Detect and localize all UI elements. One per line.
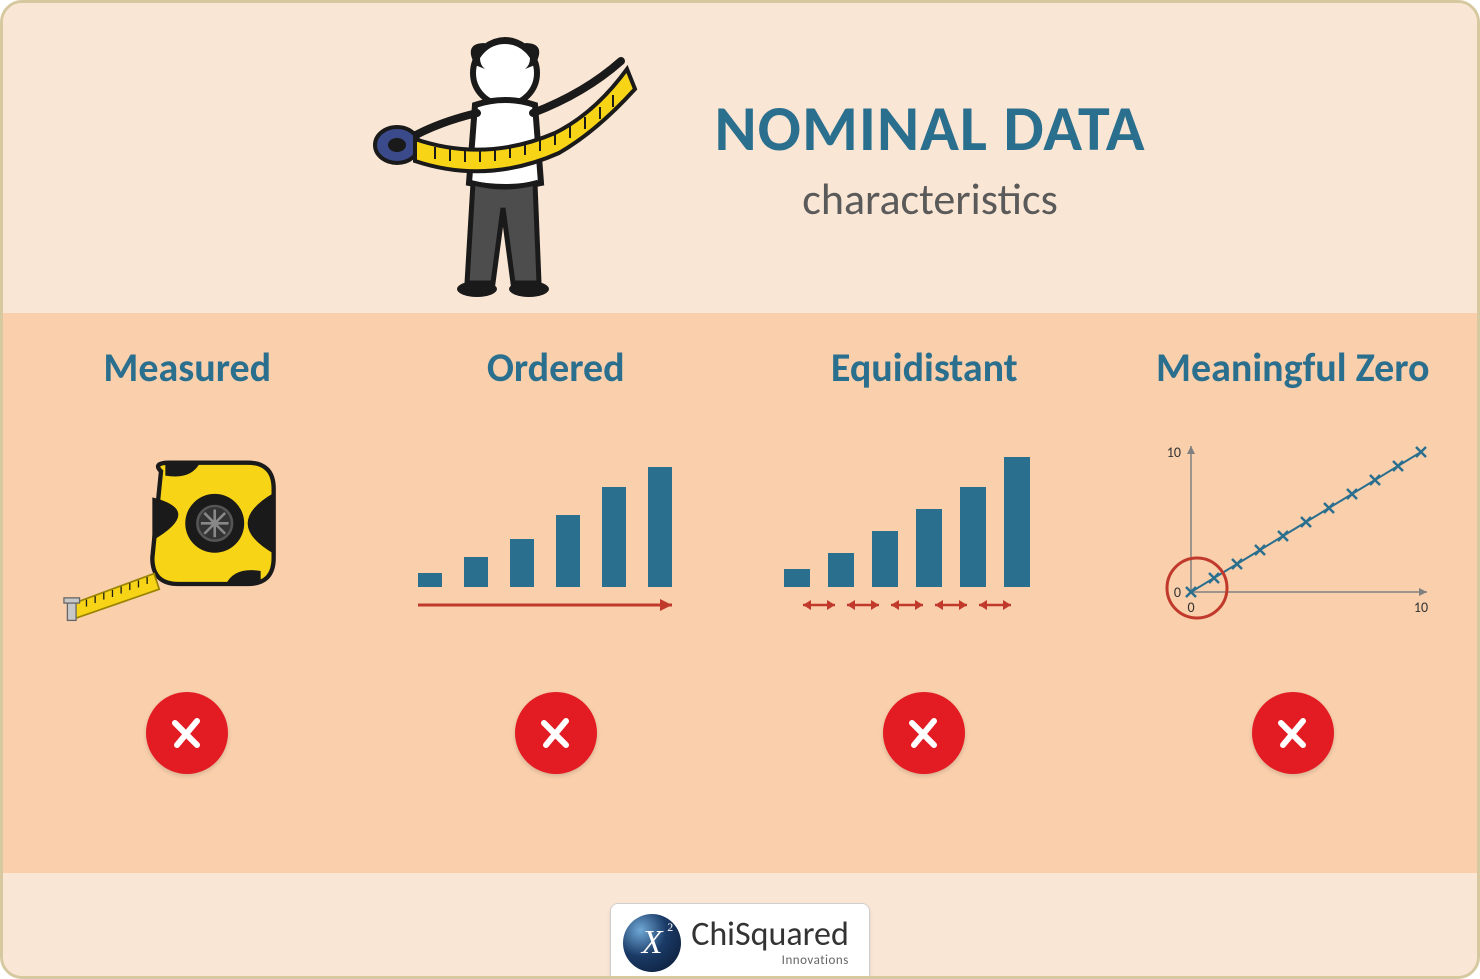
header: NOMINAL DATA characteristics [3,3,1477,313]
page-title: NOMINAL DATA [715,90,1146,168]
status-badge-ordered [515,692,597,774]
col-measured: Measured [17,343,357,774]
x-icon [904,713,944,753]
footer: X 2 ChiSquared Innovations [3,873,1477,979]
brand-sub: Innovations [782,954,849,967]
infographic-card: NOMINAL DATA characteristics Measured [0,0,1480,979]
col-title-zero: Meaningful Zero [1156,343,1429,392]
brand-logo: X 2 ChiSquared Innovations [610,903,870,979]
brand-text: ChiSquared Innovations [691,918,849,967]
col-equidistant: Equidistant [754,343,1094,774]
ruler-person-icon [335,13,655,303]
svg-text:10: 10 [1167,444,1181,461]
characteristics-band: Measured [3,313,1477,873]
brand-main: ChiSquared [691,918,849,952]
svg-text:0: 0 [1187,599,1194,616]
equidistant-bar-chart [774,432,1074,632]
x-icon [1273,713,1313,753]
x-icon [536,713,576,753]
tape-measure-icon [37,432,337,632]
header-text: NOMINAL DATA characteristics [715,90,1146,226]
col-title-equidistant: Equidistant [831,343,1018,392]
col-zero: Meaningful Zero 0 10 0 10 [1123,343,1463,774]
ordered-bar-chart [406,432,706,632]
svg-text:10: 10 [1414,599,1428,616]
status-badge-equidistant [883,692,965,774]
chi-superscript: 2 [667,920,673,935]
col-title-ordered: Ordered [487,343,625,392]
col-ordered: Ordered [386,343,726,774]
status-badge-zero [1252,692,1334,774]
zero-scatter-chart: 0 10 0 10 [1143,432,1443,632]
svg-text:0: 0 [1174,584,1181,601]
status-badge-measured [146,692,228,774]
chi-squared-sphere-icon: X 2 [623,914,681,972]
x-icon [167,713,207,753]
col-title-measured: Measured [103,343,271,392]
page-subtitle: characteristics [715,172,1146,226]
chi-symbol: X [642,926,663,960]
